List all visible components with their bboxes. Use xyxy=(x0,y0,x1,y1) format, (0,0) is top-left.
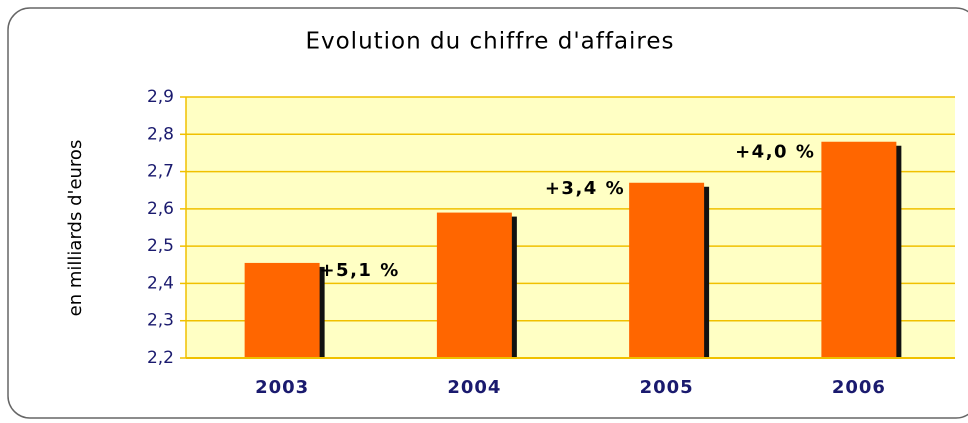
bar xyxy=(244,262,320,358)
annotation: +5,1 % xyxy=(319,260,399,281)
chart-title: Evolution du chiffre d'affaires xyxy=(305,29,674,55)
y-tick-label: 2,2 xyxy=(147,348,174,368)
y-tick-label: 2,4 xyxy=(147,273,174,293)
x-tick-label: 2004 xyxy=(447,377,501,398)
y-axis-label: en milliards d'euros xyxy=(65,140,86,317)
y-tick-label: 2,7 xyxy=(147,162,174,182)
y-tick-label: 2,8 xyxy=(147,124,174,144)
y-tick-label: 2,6 xyxy=(147,199,174,219)
y-tick-label: 2,9 xyxy=(147,87,174,107)
bar xyxy=(436,212,512,358)
x-tick-label: 2005 xyxy=(640,377,694,398)
bar xyxy=(821,141,897,358)
y-tick-label: 2,5 xyxy=(147,236,174,256)
annotation: +4,0 % xyxy=(735,142,815,163)
x-tick-label: 2006 xyxy=(832,377,886,398)
annotation: +3,4 % xyxy=(545,178,625,199)
y-tick-label: 2,3 xyxy=(147,311,174,331)
bar xyxy=(629,182,705,358)
x-tick-label: 2003 xyxy=(255,377,309,398)
